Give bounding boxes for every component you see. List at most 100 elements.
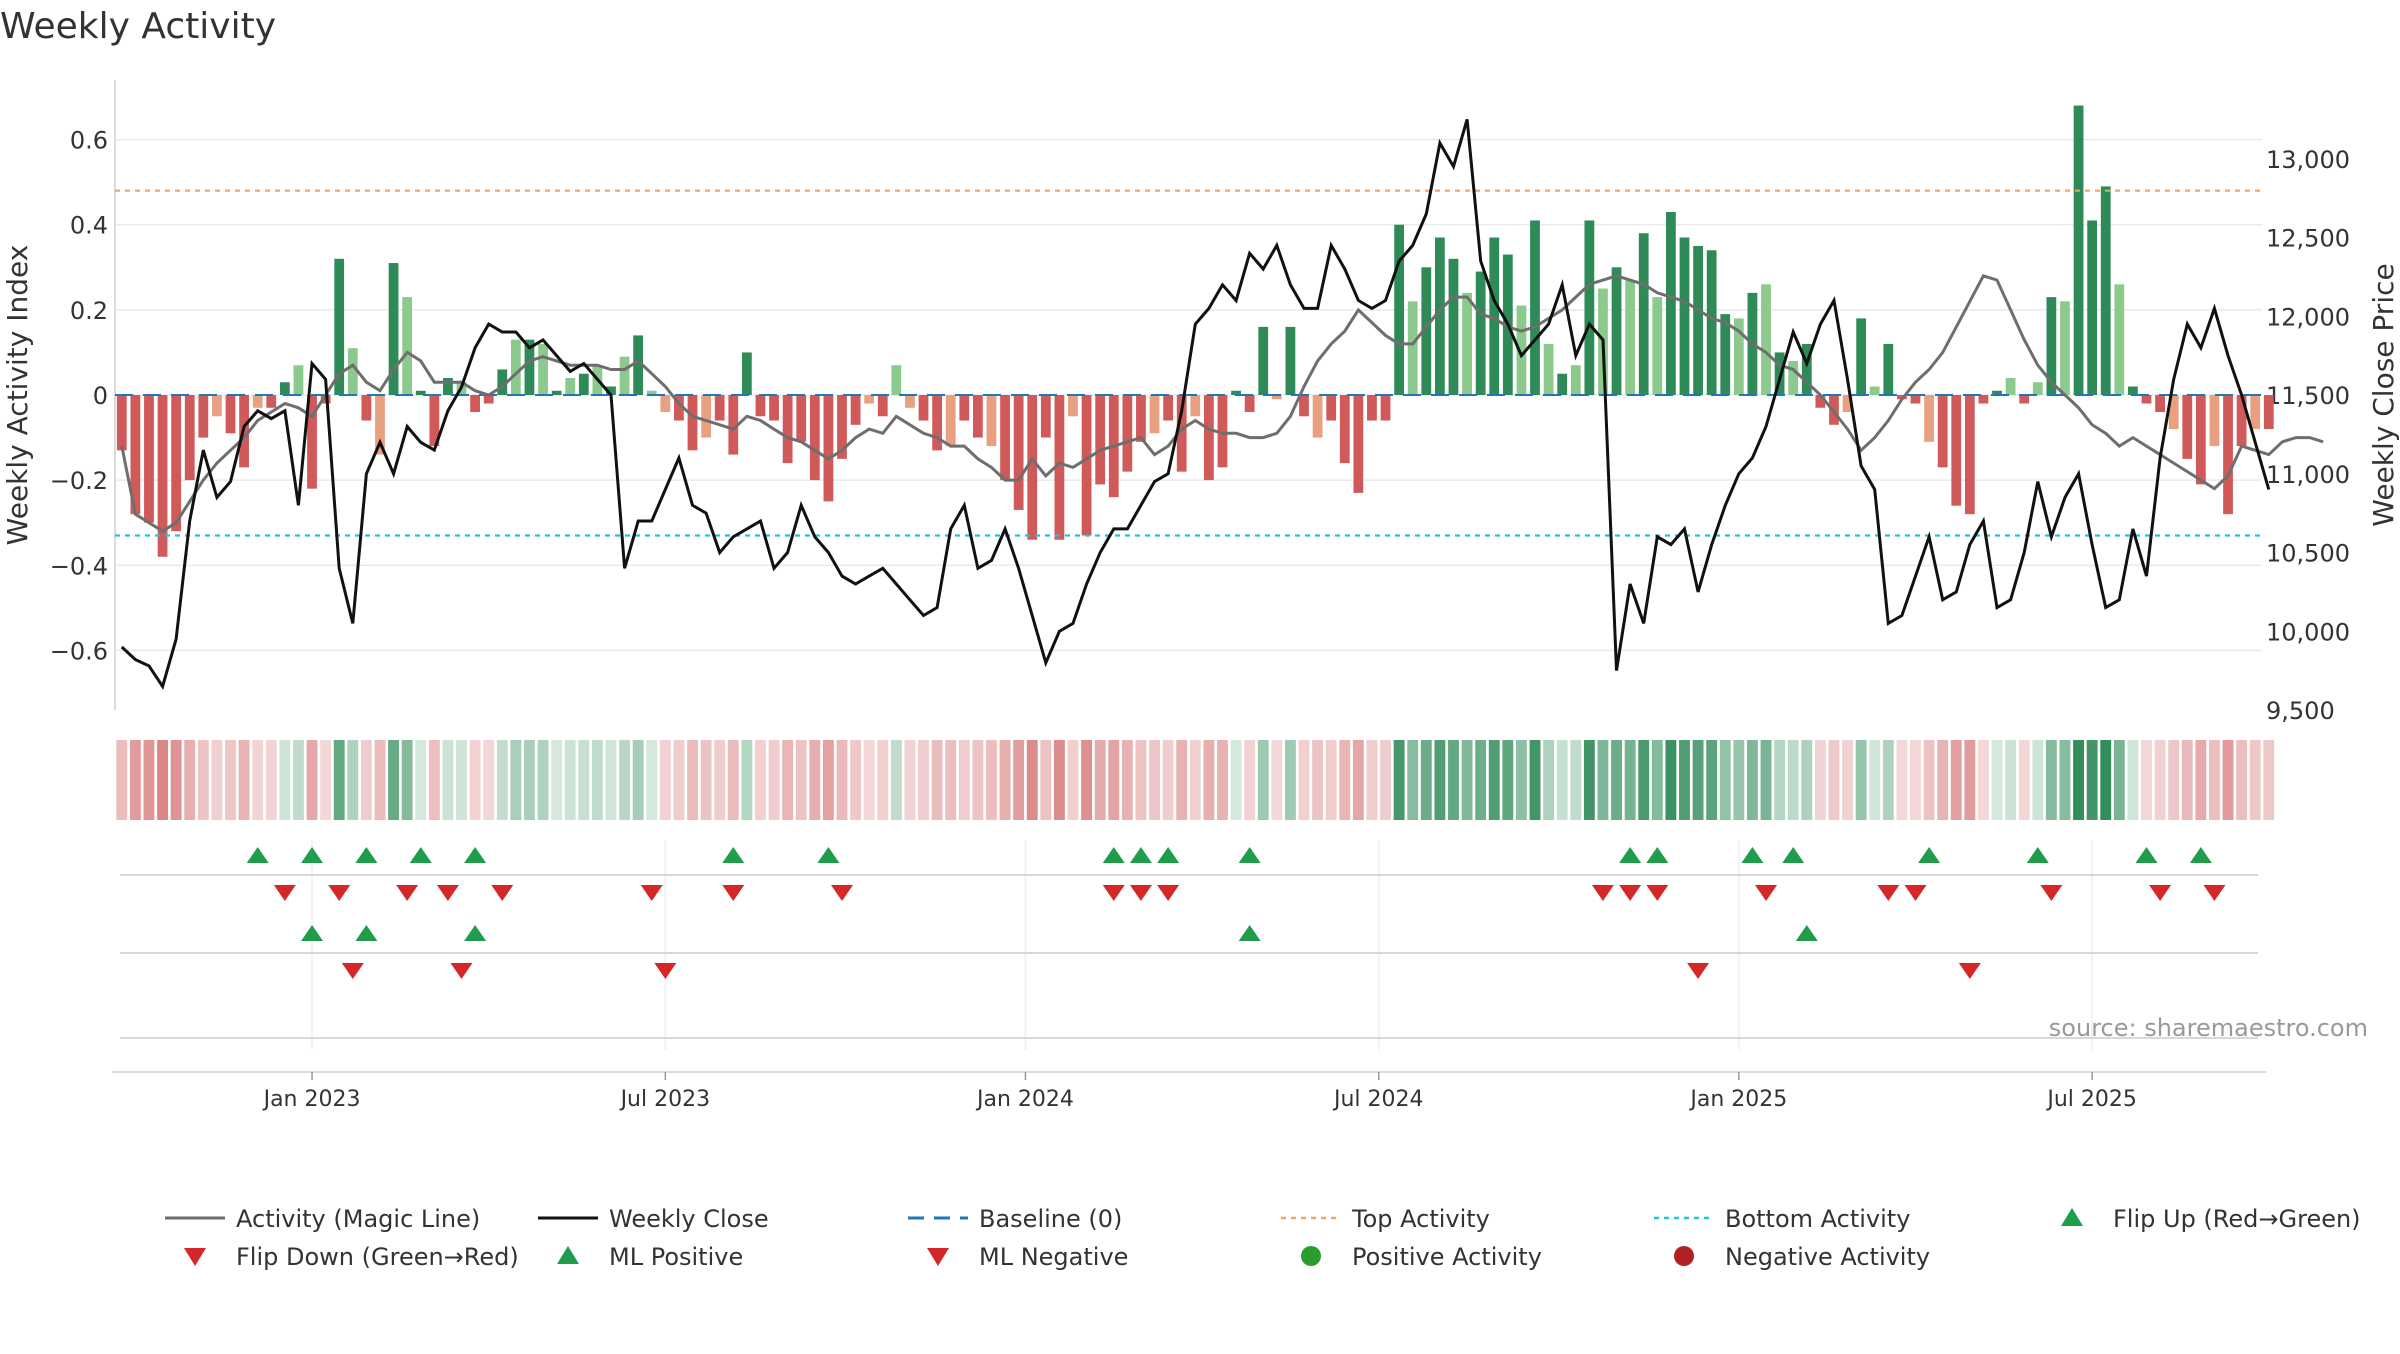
signal-up-marker (1619, 847, 1642, 863)
legend-swatch (184, 1248, 206, 1266)
heat-strip-cell (537, 740, 549, 820)
heat-strip-cell (972, 740, 984, 820)
heat-strip-cell (293, 740, 304, 820)
heat-strip-cell (1774, 740, 1786, 820)
heat-strip-cell (238, 740, 250, 820)
y-axis-right-label: Weekly Close Price (2367, 263, 2400, 526)
activity-bar (1475, 271, 1486, 395)
activity-bar (1000, 395, 1010, 481)
heat-strip-cell (646, 740, 658, 820)
activity-bar (1258, 326, 1269, 395)
heat-strip-cell (1217, 740, 1228, 820)
signal-up-marker (246, 847, 269, 863)
heat-strip-cell (904, 740, 916, 820)
signal-down-marker (1904, 885, 1927, 901)
heat-strip-cell (2222, 740, 2234, 820)
activity-bar (1611, 267, 1622, 395)
activity-bar (2168, 395, 2179, 430)
activity-bar (1774, 352, 1785, 395)
activity-bar (959, 395, 970, 421)
activity-bar (1054, 395, 1065, 540)
heat-strip-cell (2263, 740, 2275, 820)
y-tick-left-label: −0.2 (50, 467, 108, 495)
activity-bar (375, 395, 385, 455)
heat-strip-cell (1230, 740, 1242, 820)
legend-item: Positive Activity (1301, 1243, 1542, 1271)
heat-strip-cell (795, 740, 807, 820)
activity-bar (2100, 186, 2111, 395)
signal-up-marker (1157, 847, 1180, 863)
heat-strip-cell (714, 740, 726, 820)
signal-down-marker (722, 885, 745, 901)
heat-strip-cell (659, 740, 671, 820)
heat-strip-cell (2032, 740, 2044, 820)
heat-strip-cell (1814, 740, 1826, 820)
activity-bar (1530, 220, 1540, 395)
y-tick-left-label: 0.4 (70, 212, 108, 240)
legend-label: Flip Up (Red→Green) (2113, 1205, 2361, 1233)
activity-bar (225, 395, 236, 434)
signal-up-marker (1129, 847, 1152, 863)
x-tick-label: Jan 2023 (262, 1087, 361, 1112)
activity-bar (1421, 267, 1432, 395)
heat-strip-cell (320, 740, 332, 820)
heat-strip-cell (1339, 740, 1351, 820)
activity-bar (1788, 360, 1799, 395)
activity-bar (130, 395, 141, 515)
legend-item: Flip Down (Green→Red) (184, 1243, 519, 1271)
heat-strip-cell (1176, 740, 1188, 820)
heat-strip-cell (1706, 740, 1718, 820)
heat-strip-cell (1026, 740, 1038, 820)
heat-strip-cell (2141, 740, 2152, 820)
heat-strip-cell (1543, 740, 1555, 820)
heat-strip-cell (1828, 740, 1840, 820)
heat-strip-cell (279, 740, 291, 820)
heat-strip-cell (2018, 740, 2030, 820)
activity-bar (1068, 395, 1078, 417)
heat-strip-cell (2100, 740, 2112, 820)
activity-bar (1163, 395, 1174, 421)
heat-strip-cell (1053, 740, 1065, 820)
heat-strip-cell (1869, 740, 1881, 820)
heat-strip-cell (1488, 740, 1500, 820)
activity-bar (1543, 343, 1554, 395)
heat-strip-cell (360, 740, 372, 820)
legend-label: Weekly Close (609, 1205, 769, 1233)
heat-strip-cell (1529, 740, 1541, 820)
heat-strip-cell (1298, 740, 1310, 820)
heat-strip-cell (170, 740, 182, 820)
heat-strip-cell (1665, 740, 1677, 820)
legend-label: ML Positive (609, 1243, 743, 1271)
activity-bar (891, 365, 902, 395)
activity-bar (347, 348, 358, 395)
heat-strip-cell (999, 740, 1011, 820)
heat-strip-cell (1244, 740, 1256, 820)
legend-swatch (1674, 1246, 1694, 1266)
signal-up-marker (1741, 847, 1764, 863)
heat-strip-cell (1964, 740, 1976, 820)
activity-bar (307, 395, 317, 489)
heat-strip-cell (143, 740, 155, 820)
activity-bar (1271, 395, 1282, 400)
heat-strip-cell (306, 740, 318, 820)
x-tick-label: Jul 2023 (619, 1087, 711, 1112)
activity-bar (1625, 280, 1636, 395)
activity-bar (1339, 395, 1350, 464)
heat-strip-cell (2113, 740, 2125, 820)
heat-strip-cell (890, 740, 902, 820)
legend-swatch (2061, 1208, 2083, 1226)
legend-swatch (557, 1246, 579, 1264)
heat-strip-cell (1842, 740, 1853, 820)
heat-strip-cell (1977, 740, 1989, 820)
activity-bar (551, 390, 562, 395)
heat-strip-cell (551, 740, 563, 820)
x-tick-label: Jan 2025 (1688, 1087, 1787, 1112)
heat-strip-cell (768, 740, 780, 820)
heat-strip-cell (564, 740, 576, 820)
legend-label: Flip Down (Green→Red) (236, 1243, 519, 1271)
activity-bar (1407, 301, 1418, 395)
activity-bar (918, 395, 929, 421)
heat-strip-cell (116, 740, 128, 820)
heat-strip-cell (1719, 740, 1731, 820)
